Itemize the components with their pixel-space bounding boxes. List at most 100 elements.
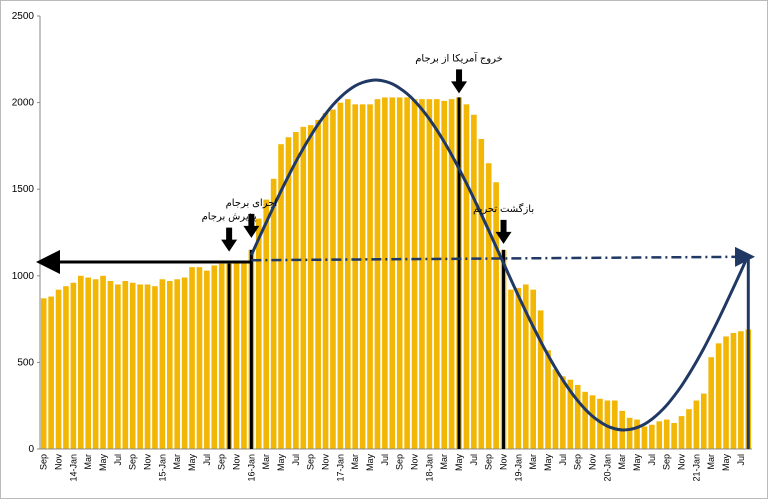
- bar: [129, 282, 136, 449]
- x-tick-label: Nov: [499, 454, 509, 471]
- bar: [330, 109, 336, 449]
- x-tick-label: Mar: [706, 454, 716, 470]
- bar: [367, 104, 373, 449]
- x-tick-label: May: [98, 454, 108, 472]
- bar: [359, 104, 366, 449]
- bar: [708, 357, 715, 449]
- bar: [441, 100, 448, 450]
- bar: [656, 421, 663, 449]
- bar: [77, 275, 84, 449]
- bar: [107, 280, 114, 449]
- bar: [92, 279, 99, 449]
- bar: [485, 163, 492, 449]
- x-tick-label: Jul: [202, 454, 212, 466]
- bar: [285, 137, 292, 450]
- bar: [448, 99, 455, 450]
- bar: [159, 279, 166, 449]
- annotation: اجرای برجام: [226, 198, 278, 209]
- bar: [352, 104, 359, 449]
- x-tick-label: 19-Jan: [513, 454, 523, 482]
- bar: [574, 384, 581, 449]
- x-tick-label: Jul: [558, 454, 568, 466]
- y-tick-label: 2000: [12, 98, 35, 109]
- bar: [389, 97, 396, 450]
- bar: [144, 284, 151, 449]
- x-tick-label: Nov: [410, 454, 420, 471]
- x-tick-label: 15-Jan: [157, 454, 167, 482]
- x-tick-label: Mar: [172, 454, 182, 470]
- bar: [115, 284, 121, 449]
- y-tick-label: 2500: [12, 11, 35, 22]
- x-tick-label: 20-Jan: [602, 454, 612, 482]
- bar: [85, 277, 92, 449]
- x-tick-label: May: [187, 454, 197, 472]
- bar: [396, 97, 403, 450]
- bar: [270, 178, 277, 450]
- x-tick-label: May: [543, 454, 553, 472]
- trend-curve: [250, 78, 750, 432]
- x-tick-label: Mar: [261, 454, 271, 470]
- bar: [233, 261, 240, 449]
- bar: [693, 400, 700, 449]
- x-tick-label: Nov: [54, 454, 64, 471]
- annotation-arrow: [221, 227, 238, 252]
- bar: [300, 126, 307, 450]
- bar: [174, 279, 181, 449]
- bar: [293, 132, 299, 449]
- y-tick-label: 1000: [12, 271, 35, 282]
- x-tick-label: Sep: [217, 454, 227, 470]
- bar: [426, 99, 433, 450]
- bar: [478, 138, 485, 450]
- bar: [55, 289, 62, 449]
- x-tick-label: Mar: [350, 454, 360, 470]
- bar: [700, 393, 707, 449]
- annotation: خروج آمریکا از برجام: [415, 51, 503, 64]
- bar: [122, 280, 129, 449]
- bar: [322, 112, 329, 449]
- x-tick-label: Sep: [573, 454, 583, 470]
- bar: [382, 97, 388, 450]
- bar: [560, 376, 566, 449]
- x-tick-label: May: [632, 454, 642, 472]
- x-tick-label: May: [721, 454, 731, 472]
- bar: [189, 267, 195, 449]
- bar: [463, 104, 470, 449]
- x-tick-label: Jul: [736, 454, 746, 466]
- bar: [241, 261, 247, 449]
- bar: [411, 99, 418, 450]
- x-tick-label: Nov: [588, 454, 598, 471]
- x-tick-label: Mar: [439, 454, 449, 470]
- bar: [597, 398, 603, 449]
- x-tick-label: Nov: [232, 454, 242, 471]
- bar: [582, 391, 588, 449]
- x-tick-label: Sep: [395, 454, 405, 470]
- bar: [545, 350, 551, 449]
- x-tick-label: Jul: [647, 454, 657, 466]
- x-tick-label: Jul: [113, 454, 123, 466]
- bar: [552, 369, 559, 449]
- x-tick-label: 18-Jan: [424, 454, 434, 482]
- bar: [715, 343, 722, 449]
- annotation-arrow: [495, 219, 512, 244]
- bar: [204, 270, 210, 449]
- x-tick-label: 16-Jan: [246, 454, 256, 482]
- bar: [166, 280, 173, 449]
- bar: [611, 400, 618, 449]
- x-tick-label: Nov: [321, 454, 331, 471]
- bar: [649, 424, 655, 449]
- bar: [181, 277, 188, 449]
- bar: [218, 263, 225, 449]
- bar: [663, 419, 670, 449]
- x-tick-label: Sep: [662, 454, 672, 470]
- x-tick-label: Sep: [39, 454, 49, 470]
- bar: [723, 336, 729, 449]
- bar: [344, 99, 351, 450]
- bar: [404, 97, 410, 450]
- bar: [433, 99, 440, 450]
- x-tick-label: Nov: [677, 454, 687, 471]
- x-tick-label: Jul: [291, 454, 301, 466]
- bar: [678, 416, 685, 449]
- bar: [63, 286, 69, 449]
- x-tick-label: Mar: [617, 454, 627, 470]
- bar: [522, 284, 529, 449]
